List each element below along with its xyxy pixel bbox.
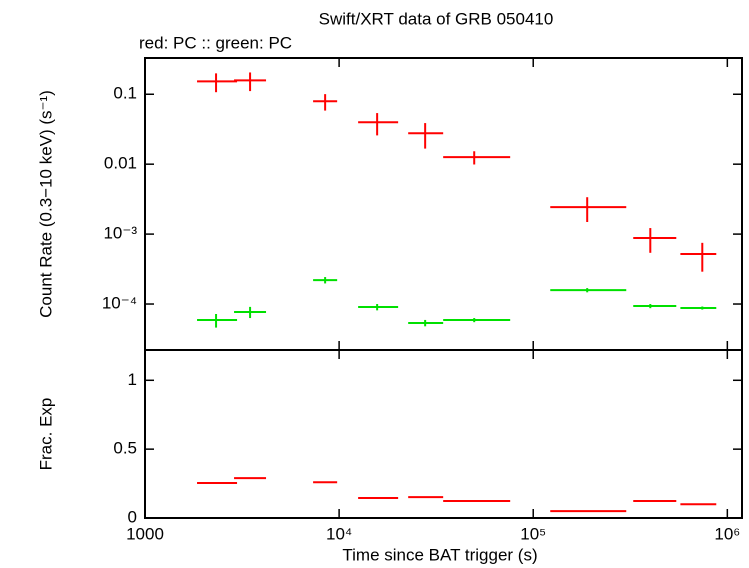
x-tick-label: 10⁵ xyxy=(520,524,546,543)
x-tick-label: 1000 xyxy=(126,524,164,543)
chart-subtitle: red: PC :: green: PC xyxy=(139,33,292,52)
y-axis-label: Count Rate (0.3−10 keV) (s⁻¹) xyxy=(36,90,55,318)
plot-frame xyxy=(144,349,743,519)
y-tick-label: 10⁻⁴ xyxy=(102,294,137,313)
y-tick-label: 10⁻³ xyxy=(103,224,137,243)
y-tick-label: 0.1 xyxy=(113,84,137,103)
y-tick-label: 0 xyxy=(128,507,137,526)
x-axis-label: Time since BAT trigger (s) xyxy=(342,545,537,564)
x-tick-label: 10⁴ xyxy=(326,524,352,543)
x-tick-label: 10⁶ xyxy=(714,524,740,543)
y-tick-label: 1 xyxy=(128,370,137,389)
chart-title: Swift/XRT data of GRB 050410 xyxy=(319,9,554,28)
y-axis-label: Frac. Exp xyxy=(36,398,55,471)
y-tick-label: 0.01 xyxy=(104,154,137,173)
y-tick-label: 0.5 xyxy=(113,439,137,458)
